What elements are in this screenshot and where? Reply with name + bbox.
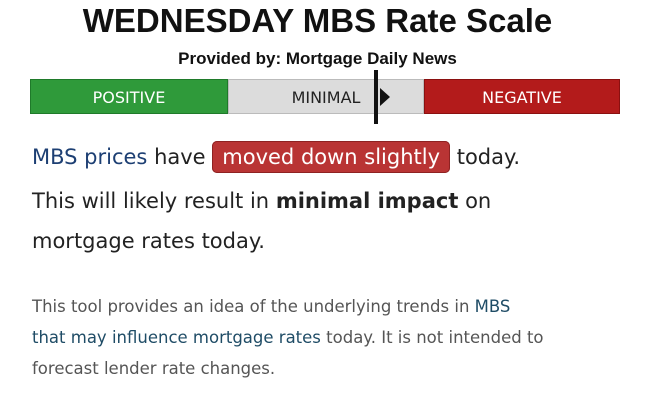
scale-marker bbox=[374, 70, 390, 124]
link[interactable]: that may influence mortgage rates bbox=[32, 328, 321, 347]
emphasis: minimal impact bbox=[275, 189, 459, 213]
summary-line: mortgage rates today. bbox=[32, 229, 265, 253]
scale-positive: POSITIVE bbox=[30, 79, 228, 114]
scale-minimal: MINIMAL bbox=[228, 79, 424, 114]
text: have bbox=[154, 145, 206, 169]
disclaimer-line: This tool provides an idea of the underl… bbox=[32, 297, 510, 316]
scale-negative: NEGATIVE bbox=[424, 79, 620, 114]
movement-badge: moved down slightly bbox=[212, 141, 451, 173]
disclaimer-line: that may influence mortgage rates today.… bbox=[32, 328, 544, 347]
text: today. It is not intended to bbox=[326, 328, 544, 347]
disclaimer-line: forecast lender rate changes. bbox=[32, 359, 275, 378]
text: This tool provides an idea of the underl… bbox=[32, 297, 470, 316]
text: today. bbox=[456, 145, 521, 169]
summary-line: This will likely result in minimal impac… bbox=[32, 189, 491, 213]
subtitle: Provided by: Mortgage Daily News bbox=[178, 49, 457, 68]
text: forecast lender rate changes. bbox=[32, 359, 276, 378]
link[interactable]: MBS prices bbox=[32, 145, 148, 169]
title: WEDNESDAY MBS Rate Scale bbox=[82, 2, 553, 39]
summary-line: MBS prices have moved down slightly toda… bbox=[32, 141, 521, 173]
text: mortgage rates today. bbox=[32, 229, 265, 253]
text: This will likely result in bbox=[32, 189, 270, 213]
text: on bbox=[465, 189, 492, 213]
link[interactable]: MBS bbox=[474, 297, 511, 316]
